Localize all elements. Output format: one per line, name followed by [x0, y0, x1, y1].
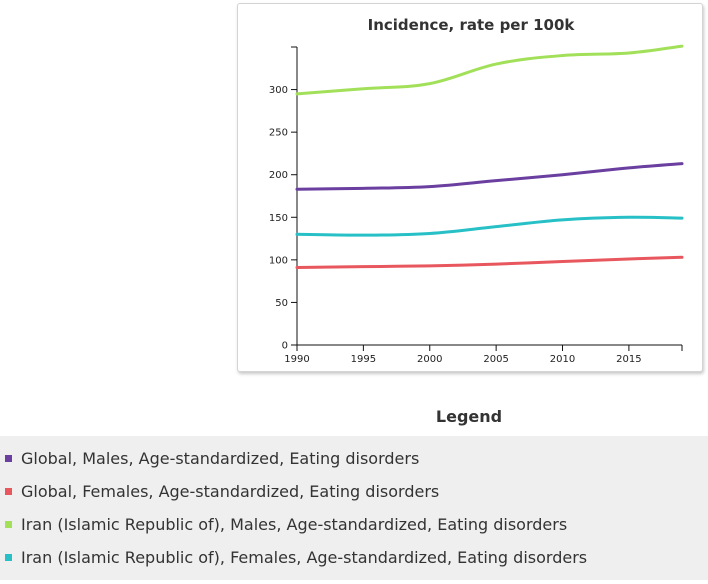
legend-title: Legend — [435, 407, 503, 426]
series-lines — [295, 44, 684, 270]
series-iran-males-line[interactable] — [295, 44, 684, 96]
series-global-males-line[interactable] — [295, 162, 684, 191]
series-iran-females-line[interactable] — [295, 215, 684, 237]
chart-title: Incidence, rate per 100k — [368, 16, 576, 34]
legend-swatch-iran-males — [5, 521, 12, 528]
y-tick-label: 50 — [275, 298, 288, 309]
x-tick-label: 2010 — [550, 354, 575, 365]
y-tick-label: 150 — [269, 213, 288, 224]
x-tick-label: 1990 — [284, 354, 309, 365]
legend-label: Iran (Islamic Republic of), Females, Age… — [21, 548, 588, 567]
x-tick-label: 2005 — [483, 354, 508, 365]
series-global-females-line[interactable] — [295, 255, 684, 270]
legend-item-global-females[interactable]: Global, Females, Age-standardized, Eatin… — [5, 475, 439, 508]
legend-swatch-global-males — [5, 455, 12, 462]
axes: 0 50 100 150 200 250 300 1990 1995 2000 2005 2010 20… — [269, 46, 683, 365]
legend-item-iran-males[interactable]: Iran (Islamic Republic of), Males, Age-s… — [5, 508, 567, 541]
y-tick-label: 200 — [269, 170, 288, 181]
x-tick-label: 2000 — [417, 354, 442, 365]
legend: Global, Males, Age-standardized, Eating … — [0, 436, 708, 580]
legend-item-iran-females[interactable]: Iran (Islamic Republic of), Females, Age… — [5, 541, 587, 574]
legend-label: Global, Males, Age-standardized, Eating … — [21, 449, 420, 468]
y-tick-label: 250 — [269, 128, 288, 139]
x-tick-label: 2015 — [616, 354, 641, 365]
y-tick-label: 300 — [269, 85, 288, 96]
chart-svg: Incidence, rate per 100k 0 50 100 150 200 250… — [269, 16, 684, 365]
y-tick-label: 100 — [269, 255, 288, 266]
x-tick-label: 1995 — [351, 354, 376, 365]
legend-label: Iran (Islamic Republic of), Males, Age-s… — [21, 515, 568, 534]
legend-swatch-iran-females — [5, 554, 12, 561]
chart-card: Incidence, rate per 100k 0 50 100 150 200 250… — [237, 3, 703, 372]
legend-label: Global, Females, Age-standardized, Eatin… — [21, 482, 440, 501]
legend-swatch-global-females — [5, 488, 12, 495]
legend-item-global-males[interactable]: Global, Males, Age-standardized, Eating … — [5, 442, 419, 475]
y-tick-label: 0 — [282, 341, 288, 352]
